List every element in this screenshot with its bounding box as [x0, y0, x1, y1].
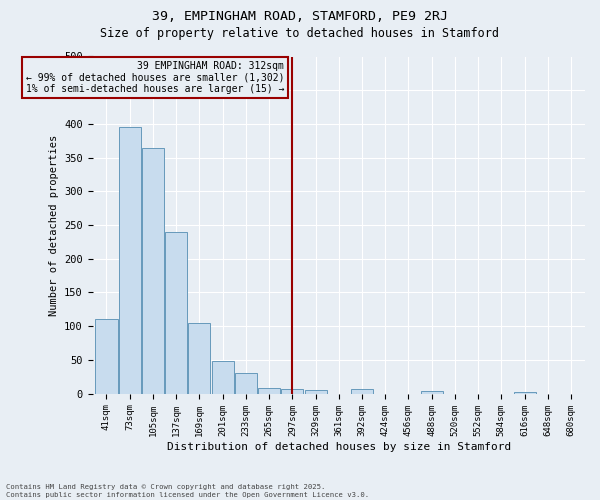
Bar	[95, 320, 118, 394]
Bar	[305, 390, 326, 394]
Bar	[421, 391, 443, 394]
Bar	[258, 388, 280, 394]
Bar	[351, 389, 373, 394]
Text: Size of property relative to detached houses in Stamford: Size of property relative to detached ho…	[101, 28, 499, 40]
Bar	[212, 361, 233, 394]
Text: Contains HM Land Registry data © Crown copyright and database right 2025.
Contai: Contains HM Land Registry data © Crown c…	[6, 484, 369, 498]
Bar	[188, 323, 211, 394]
Bar	[281, 389, 304, 394]
Bar	[142, 148, 164, 394]
Text: 39, EMPINGHAM ROAD, STAMFORD, PE9 2RJ: 39, EMPINGHAM ROAD, STAMFORD, PE9 2RJ	[152, 10, 448, 23]
Text: 39 EMPINGHAM ROAD: 312sqm
← 99% of detached houses are smaller (1,302)
1% of sem: 39 EMPINGHAM ROAD: 312sqm ← 99% of detac…	[26, 61, 284, 94]
Bar	[514, 392, 536, 394]
X-axis label: Distribution of detached houses by size in Stamford: Distribution of detached houses by size …	[167, 442, 511, 452]
Bar	[119, 128, 141, 394]
Bar	[235, 374, 257, 394]
Y-axis label: Number of detached properties: Number of detached properties	[49, 134, 59, 316]
Bar	[165, 232, 187, 394]
